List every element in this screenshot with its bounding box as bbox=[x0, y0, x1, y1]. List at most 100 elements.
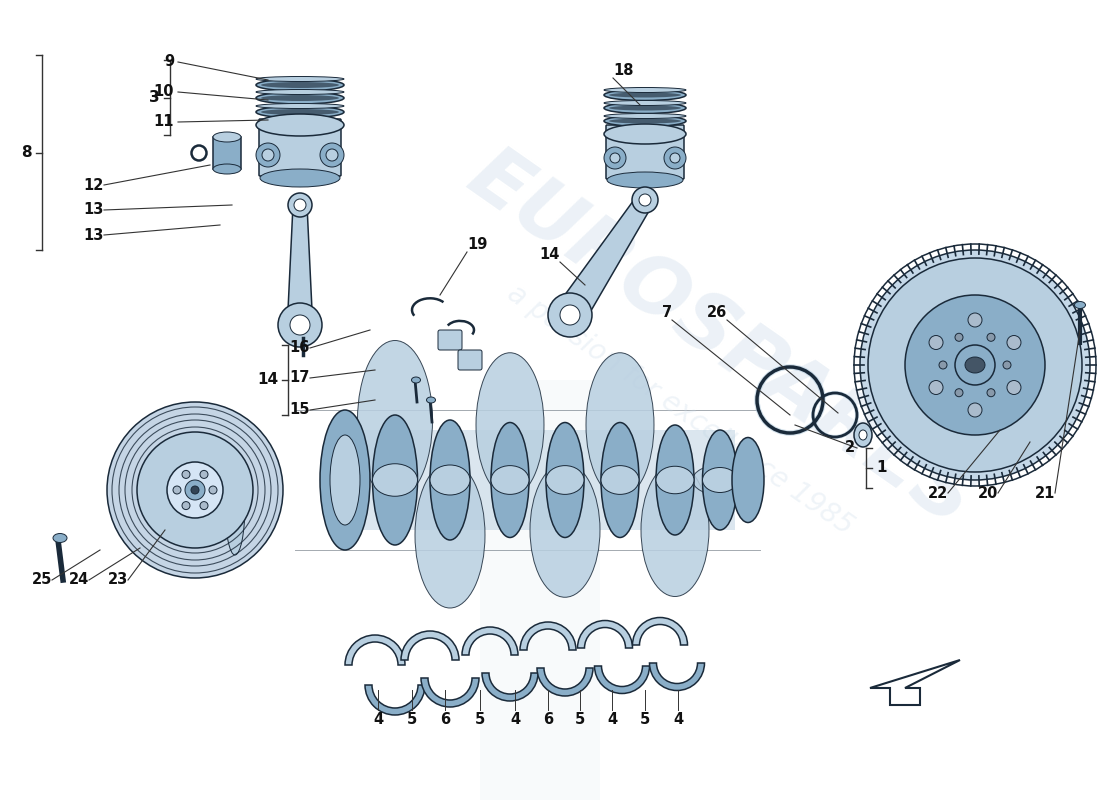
Text: 17: 17 bbox=[289, 370, 310, 386]
Ellipse shape bbox=[260, 169, 340, 187]
Text: 9: 9 bbox=[164, 54, 174, 70]
Polygon shape bbox=[288, 205, 312, 310]
Circle shape bbox=[548, 293, 592, 337]
Circle shape bbox=[182, 502, 190, 510]
Polygon shape bbox=[480, 380, 600, 800]
Circle shape bbox=[185, 480, 205, 500]
Wedge shape bbox=[482, 673, 538, 701]
Wedge shape bbox=[345, 635, 405, 665]
Ellipse shape bbox=[256, 114, 344, 136]
Polygon shape bbox=[557, 195, 652, 324]
Circle shape bbox=[632, 187, 658, 213]
Ellipse shape bbox=[604, 115, 686, 126]
Text: 21: 21 bbox=[1035, 486, 1055, 501]
Ellipse shape bbox=[373, 415, 418, 545]
Text: 24: 24 bbox=[68, 573, 89, 587]
Wedge shape bbox=[578, 621, 632, 648]
Wedge shape bbox=[365, 685, 425, 715]
Ellipse shape bbox=[256, 106, 344, 118]
Ellipse shape bbox=[656, 466, 694, 494]
Circle shape bbox=[173, 486, 182, 494]
Circle shape bbox=[256, 143, 280, 167]
Ellipse shape bbox=[732, 438, 764, 522]
Ellipse shape bbox=[609, 93, 681, 98]
Circle shape bbox=[955, 389, 962, 397]
Ellipse shape bbox=[256, 77, 344, 82]
Circle shape bbox=[860, 250, 1090, 480]
FancyBboxPatch shape bbox=[345, 430, 735, 530]
Text: 23: 23 bbox=[108, 573, 128, 587]
Circle shape bbox=[138, 432, 253, 548]
Circle shape bbox=[968, 403, 982, 417]
Ellipse shape bbox=[703, 467, 737, 493]
Ellipse shape bbox=[1075, 302, 1086, 309]
Ellipse shape bbox=[226, 455, 245, 555]
Ellipse shape bbox=[213, 164, 241, 174]
Circle shape bbox=[107, 402, 283, 578]
Ellipse shape bbox=[415, 462, 485, 608]
Text: 6: 6 bbox=[440, 713, 450, 727]
Ellipse shape bbox=[604, 101, 686, 106]
Ellipse shape bbox=[859, 430, 867, 440]
Text: 12: 12 bbox=[84, 178, 104, 193]
Wedge shape bbox=[537, 668, 593, 696]
Ellipse shape bbox=[476, 353, 544, 498]
Circle shape bbox=[905, 295, 1045, 435]
Circle shape bbox=[560, 305, 580, 325]
Circle shape bbox=[294, 199, 306, 211]
Circle shape bbox=[968, 313, 982, 327]
Text: EUROSPARES: EUROSPARES bbox=[453, 137, 987, 543]
Circle shape bbox=[1006, 381, 1021, 394]
Ellipse shape bbox=[411, 377, 420, 383]
Ellipse shape bbox=[430, 420, 470, 540]
Circle shape bbox=[182, 470, 190, 478]
Circle shape bbox=[955, 345, 996, 385]
Ellipse shape bbox=[256, 92, 344, 104]
Circle shape bbox=[200, 470, 208, 478]
Ellipse shape bbox=[320, 410, 370, 550]
Ellipse shape bbox=[607, 172, 683, 188]
Wedge shape bbox=[402, 631, 459, 660]
Text: a passion for excellence 1985: a passion for excellence 1985 bbox=[502, 279, 858, 541]
Ellipse shape bbox=[256, 103, 344, 109]
FancyBboxPatch shape bbox=[458, 350, 482, 370]
Text: 5: 5 bbox=[640, 713, 650, 727]
Text: 5: 5 bbox=[407, 713, 417, 727]
Wedge shape bbox=[421, 678, 478, 707]
Ellipse shape bbox=[530, 462, 600, 598]
Circle shape bbox=[320, 143, 344, 167]
Text: 15: 15 bbox=[289, 402, 310, 418]
Text: 11: 11 bbox=[154, 114, 174, 130]
Circle shape bbox=[639, 194, 651, 206]
Text: 1: 1 bbox=[876, 461, 887, 475]
Circle shape bbox=[955, 334, 962, 342]
Ellipse shape bbox=[965, 357, 985, 373]
Text: 25: 25 bbox=[32, 573, 52, 587]
Circle shape bbox=[209, 486, 217, 494]
Ellipse shape bbox=[601, 466, 639, 494]
Text: 6: 6 bbox=[543, 713, 553, 727]
Text: 10: 10 bbox=[154, 85, 174, 99]
Ellipse shape bbox=[604, 102, 686, 114]
Text: 7: 7 bbox=[662, 305, 672, 320]
Circle shape bbox=[930, 381, 943, 394]
Text: 20: 20 bbox=[978, 486, 998, 501]
FancyBboxPatch shape bbox=[258, 119, 341, 176]
Bar bbox=[213, 137, 241, 169]
Text: 4: 4 bbox=[510, 713, 520, 727]
Ellipse shape bbox=[427, 397, 436, 403]
Circle shape bbox=[1003, 361, 1011, 369]
Circle shape bbox=[987, 389, 996, 397]
Text: 14: 14 bbox=[540, 247, 560, 262]
Circle shape bbox=[939, 361, 947, 369]
Text: 13: 13 bbox=[84, 227, 104, 242]
Ellipse shape bbox=[604, 87, 686, 93]
Ellipse shape bbox=[693, 465, 748, 495]
Ellipse shape bbox=[330, 435, 360, 525]
Circle shape bbox=[987, 334, 996, 342]
Ellipse shape bbox=[261, 82, 339, 88]
Ellipse shape bbox=[854, 423, 872, 447]
Ellipse shape bbox=[491, 422, 529, 538]
Text: 14: 14 bbox=[257, 373, 278, 387]
Text: 3: 3 bbox=[150, 90, 160, 105]
